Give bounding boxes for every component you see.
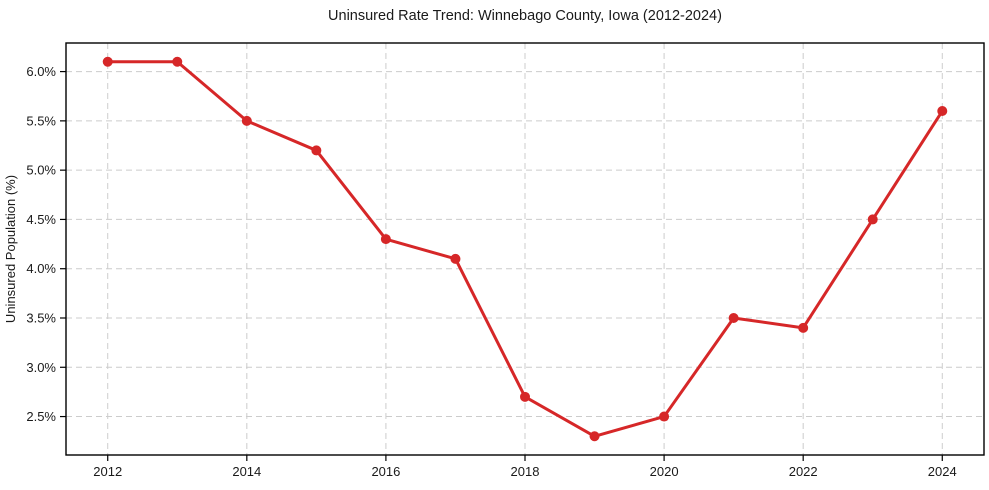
- y-tick-label: 2.5%: [26, 409, 56, 424]
- x-tick-label: 2020: [650, 464, 679, 479]
- tick-label-layer: 2012 2014 2016 2018 2020 2022 2024 2.5% 3.0% 3.5%…: [26, 64, 956, 479]
- x-tick-label: 2024: [928, 464, 957, 479]
- x-tick-label: 2012: [93, 464, 122, 479]
- data-point-marker: [380, 234, 391, 245]
- data-point-marker: [172, 56, 183, 67]
- y-tick-label: 5.5%: [26, 113, 56, 128]
- data-point-marker: [520, 391, 530, 402]
- y-axis-label: Uninsured Population (%): [3, 175, 18, 323]
- data-point-marker: [450, 253, 461, 264]
- y-tick-label: 3.5%: [26, 310, 56, 325]
- y-tick-label: 5.0%: [26, 163, 56, 178]
- x-tick-label: 2022: [789, 464, 818, 479]
- y-tick-label: 4.5%: [26, 212, 56, 227]
- data-point-marker: [589, 431, 600, 442]
- data-point-marker: [241, 115, 252, 126]
- data-point-marker: [728, 312, 739, 323]
- chart-title: Uninsured Rate Trend: Winnebago County, …: [328, 8, 722, 24]
- data-point-marker: [659, 411, 670, 422]
- data-point-marker: [937, 106, 948, 117]
- y-tick-label: 4.0%: [26, 261, 56, 276]
- x-tick-label: 2014: [232, 464, 261, 479]
- x-tick-label: 2016: [371, 464, 400, 479]
- data-point-marker: [867, 214, 878, 225]
- grid-layer: [66, 43, 984, 455]
- x-tick-label: 2018: [511, 464, 540, 479]
- y-tick-label: 3.0%: [26, 360, 56, 375]
- data-point-marker: [102, 56, 113, 67]
- data-point-marker: [798, 322, 809, 333]
- data-point-marker: [311, 145, 322, 156]
- y-tick-label: 6.0%: [26, 64, 56, 79]
- series-layer: [102, 56, 948, 442]
- axes-layer: [60, 42, 985, 461]
